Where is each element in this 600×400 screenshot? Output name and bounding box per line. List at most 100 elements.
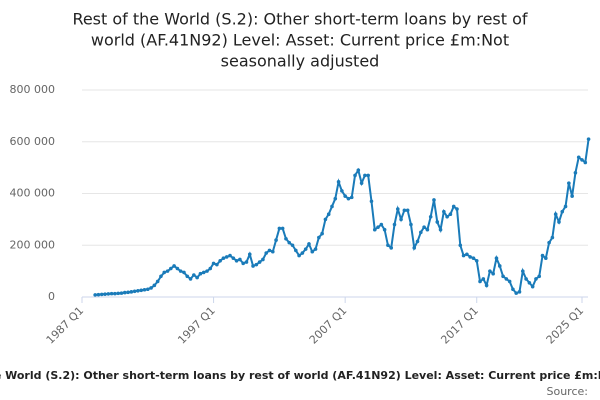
- point: [221, 256, 226, 260]
- point: [165, 269, 170, 273]
- point: [290, 243, 295, 248]
- point: [583, 160, 588, 165]
- point: [340, 189, 344, 193]
- point: [132, 289, 137, 294]
- point: [415, 239, 420, 244]
- point: [520, 269, 525, 273]
- point: [336, 180, 341, 184]
- point: [389, 246, 394, 250]
- point: [326, 212, 331, 216]
- y-tick-label: 400 000: [10, 187, 56, 200]
- point: [471, 256, 476, 260]
- y-tick-label: 0: [48, 290, 55, 303]
- point: [280, 226, 285, 231]
- point: [241, 261, 245, 266]
- y-tick-label: 800 000: [10, 83, 56, 96]
- point: [277, 226, 282, 231]
- point: [257, 260, 262, 264]
- point: [106, 292, 111, 296]
- point: [201, 270, 206, 275]
- point: [573, 171, 578, 175]
- point: [517, 290, 522, 294]
- point: [405, 208, 410, 213]
- point: [438, 227, 443, 232]
- point: [346, 196, 351, 201]
- point: [501, 274, 505, 279]
- point: [300, 251, 305, 255]
- point: [284, 236, 288, 241]
- point: [376, 225, 380, 229]
- point: [465, 252, 469, 257]
- point: [116, 291, 120, 296]
- point: [294, 248, 298, 253]
- point: [317, 235, 321, 240]
- point: [527, 280, 532, 285]
- point: [109, 291, 114, 296]
- point: [537, 274, 542, 279]
- point: [287, 240, 292, 245]
- point: [261, 257, 265, 262]
- x-axis-title: Rest of the World (S.2): Other short-ter…: [0, 369, 600, 382]
- x-tick-label: 1987 Q1: [44, 304, 87, 347]
- point: [570, 194, 574, 198]
- point: [192, 273, 196, 277]
- point: [363, 173, 367, 178]
- source: Source:: [547, 385, 589, 398]
- point: [349, 195, 354, 200]
- point: [379, 222, 384, 227]
- point: [323, 217, 328, 222]
- point: [188, 277, 193, 281]
- point: [563, 204, 568, 209]
- point: [122, 290, 127, 295]
- point: [497, 264, 502, 268]
- point: [534, 277, 538, 281]
- point: [491, 271, 495, 276]
- chart-title: Rest of the World (S.2): Other short-ter…: [72, 10, 527, 29]
- point: [553, 212, 558, 216]
- point: [540, 253, 545, 258]
- point: [366, 173, 370, 178]
- point: [234, 258, 239, 263]
- y-tick-label: 600 000: [10, 135, 56, 148]
- point: [254, 262, 259, 267]
- point: [224, 255, 229, 259]
- point: [428, 214, 433, 219]
- point: [353, 173, 357, 178]
- point: [238, 257, 242, 262]
- point: [103, 292, 107, 296]
- point: [580, 158, 584, 162]
- point: [172, 264, 176, 268]
- point: [544, 256, 548, 260]
- point: [274, 238, 278, 242]
- point: [514, 291, 519, 295]
- point: [218, 258, 222, 263]
- point: [451, 204, 456, 209]
- point: [113, 291, 117, 296]
- point: [297, 253, 301, 258]
- point: [412, 246, 417, 250]
- point: [175, 266, 180, 271]
- point: [264, 251, 269, 255]
- point: [129, 290, 134, 294]
- point: [435, 220, 440, 224]
- point: [126, 290, 130, 295]
- point: [425, 227, 430, 232]
- point: [307, 242, 311, 246]
- point: [267, 248, 272, 253]
- point: [458, 243, 463, 248]
- point: [145, 287, 150, 292]
- point: [185, 274, 190, 279]
- point: [96, 292, 101, 297]
- point: [382, 227, 387, 232]
- point: [488, 269, 492, 273]
- point: [567, 181, 571, 185]
- point: [504, 277, 509, 281]
- point: [369, 199, 374, 204]
- point: [399, 217, 403, 222]
- point: [211, 261, 216, 266]
- point: [524, 277, 528, 281]
- point: [455, 207, 459, 211]
- point: [468, 255, 472, 259]
- point: [343, 194, 347, 198]
